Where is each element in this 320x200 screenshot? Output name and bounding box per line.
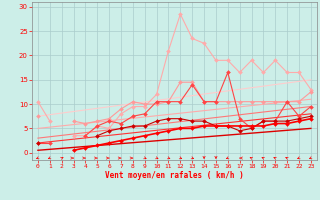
X-axis label: Vent moyen/en rafales ( km/h ): Vent moyen/en rafales ( km/h ) <box>105 171 244 180</box>
